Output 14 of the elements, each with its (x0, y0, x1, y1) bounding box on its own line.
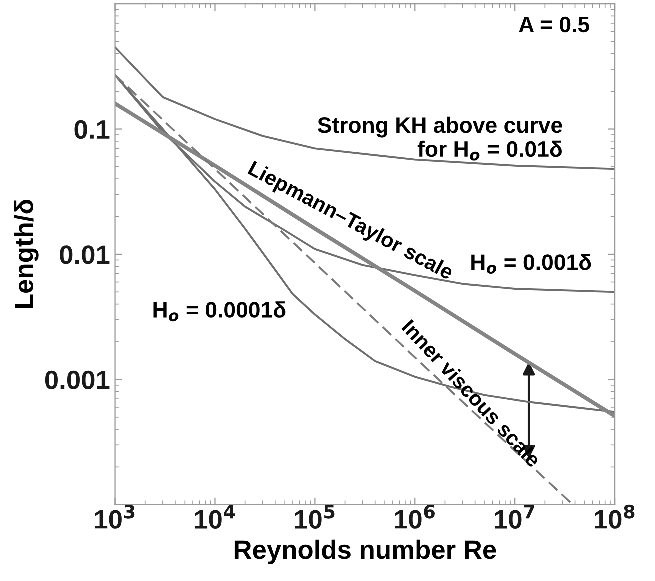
annotation: H$_{o}$ = 0.001δ (472, 254, 592, 274)
x-tick-label: 10$^{3}$ (95, 504, 135, 529)
annotation: Strong KH above curve for H$_{o}$ = 0.01δ (318, 116, 562, 161)
annotation: A = 0.5 (519, 16, 590, 33)
y-axis-title: Length/δ (14, 200, 39, 308)
y-tick-label: 0.001 (45, 370, 110, 390)
y-tick-label: 0.01 (60, 246, 110, 264)
x-tick-label: 10$^{5}$ (295, 505, 335, 529)
x-axis-title: Reynolds number Re (234, 540, 496, 565)
x-tick-label: 10$^{6}$ (395, 504, 435, 529)
y-tick-label: 0.1 (74, 120, 110, 140)
annotation: H$_{o}$ = 0.0001δ (154, 302, 286, 322)
x-tick-label: 10$^{4}$ (195, 505, 236, 529)
x-tick-label: 10$^{8}$ (595, 504, 635, 529)
